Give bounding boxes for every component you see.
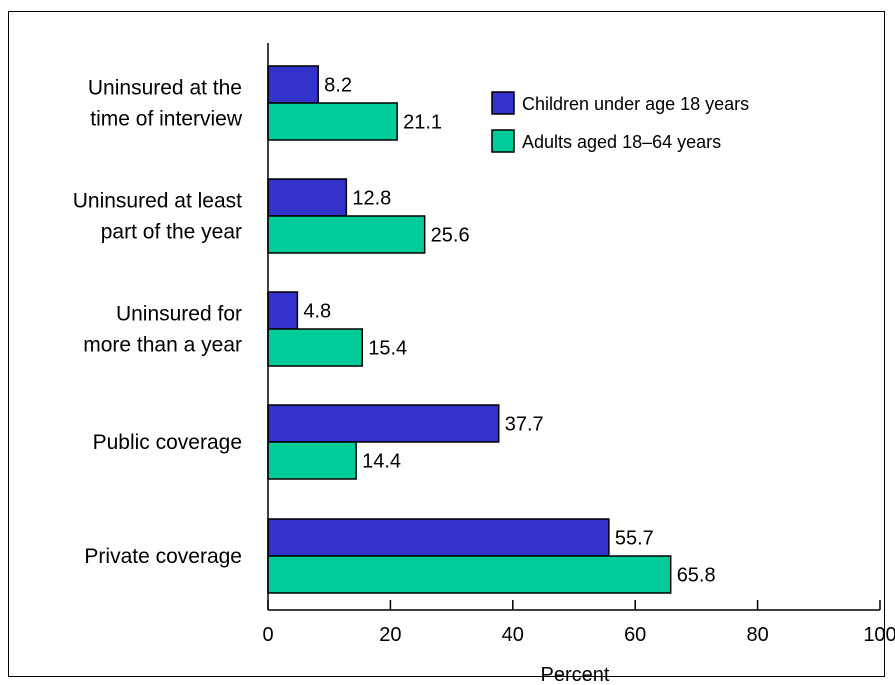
category-label-1-line1: part of the year xyxy=(101,221,242,244)
data-label-series0-cat0: 8.2 xyxy=(324,75,352,97)
bar-series1-cat3 xyxy=(267,441,357,480)
x-tick-label-4: 80 xyxy=(746,624,768,646)
data-label-series0-cat2: 4.8 xyxy=(303,301,331,323)
bar-series0-cat2 xyxy=(267,291,299,330)
legend-label-1: Adults aged 18–64 years xyxy=(522,132,721,152)
data-label-series1-cat2: 15.4 xyxy=(368,338,407,360)
category-label-1-line0: Uninsured at least xyxy=(73,190,242,213)
category-label-0-line0: Uninsured at the xyxy=(88,77,242,100)
bar-series1-cat2 xyxy=(267,328,363,367)
axes-layer: 0 20 40 60 80 100 xyxy=(262,43,895,646)
bar-series1-cat1 xyxy=(267,215,426,254)
category-label-2-line0: Uninsured for xyxy=(116,303,242,326)
data-label-series1-cat1: 25.6 xyxy=(431,225,470,247)
bar-series0-cat3 xyxy=(267,404,500,443)
x-tick-label-2: 40 xyxy=(502,624,524,646)
category-label-0-line1: time of interview xyxy=(90,108,243,131)
legend-swatch-0 xyxy=(491,91,515,115)
data-label-series1-cat0: 21.1 xyxy=(403,112,442,134)
labels-layer: 8.2 12.8 4.8 37.7 55.7 21.1 25.6 15.4 14.4 65.8 Un… xyxy=(73,75,716,587)
data-label-series1-cat4: 65.8 xyxy=(677,565,716,587)
bar-series0-cat1 xyxy=(267,178,348,217)
bar-series1-cat0 xyxy=(267,102,398,141)
category-label-3-line0: Public coverage xyxy=(93,431,242,454)
data-label-series0-cat1: 12.8 xyxy=(352,188,391,210)
legend-swatch-1 xyxy=(491,129,515,153)
x-axis-title: Percent xyxy=(541,664,610,685)
bars-layer xyxy=(267,65,672,594)
x-tick-label-3: 60 xyxy=(624,624,646,646)
legend-label-0: Children under age 18 years xyxy=(522,94,749,114)
data-label-series1-cat3: 14.4 xyxy=(362,451,401,473)
bar-series1-cat4 xyxy=(267,555,672,594)
x-tick-label-1: 20 xyxy=(379,624,401,646)
bar-series0-cat4 xyxy=(267,518,610,557)
x-tick-label-0: 0 xyxy=(262,624,273,646)
data-label-series0-cat3: 37.7 xyxy=(505,414,544,436)
category-label-2-line1: more than a year xyxy=(83,334,242,357)
x-tick-label-5: 100 xyxy=(863,624,895,646)
category-label-4-line0: Private coverage xyxy=(84,545,242,568)
bar-series0-cat0 xyxy=(267,65,319,104)
legend: Children under age 18 years Adults aged 1… xyxy=(491,91,749,153)
data-label-series0-cat4: 55.7 xyxy=(615,528,654,550)
